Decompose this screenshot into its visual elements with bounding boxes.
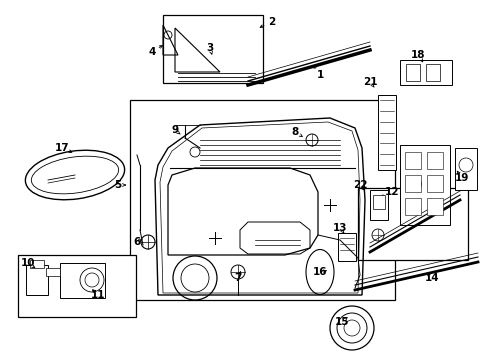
Bar (426, 152, 442, 169)
Bar (337, 233, 355, 261)
Text: 9: 9 (171, 125, 178, 135)
Text: 6: 6 (133, 237, 141, 247)
Text: 8: 8 (291, 127, 298, 137)
Bar (60, 263, 105, 298)
Text: 17: 17 (55, 143, 69, 153)
Text: 20: 20 (407, 180, 421, 190)
Bar (454, 148, 476, 190)
Text: 1: 1 (316, 70, 323, 80)
Text: 21: 21 (362, 77, 376, 87)
Bar (399, 60, 451, 85)
Bar (369, 190, 387, 220)
Bar (404, 152, 420, 169)
Text: 10: 10 (20, 258, 35, 268)
Bar (372, 195, 384, 209)
Bar (426, 198, 442, 215)
Bar (26, 265, 48, 295)
Bar (163, 15, 263, 83)
Text: 19: 19 (454, 173, 468, 183)
Text: 2: 2 (268, 17, 275, 27)
Bar (46, 268, 60, 276)
Bar (404, 198, 420, 215)
Text: 18: 18 (410, 50, 425, 60)
Text: 4: 4 (148, 47, 155, 57)
Bar (399, 145, 449, 225)
Bar (30, 260, 44, 268)
Text: 14: 14 (424, 273, 438, 283)
Text: 22: 22 (352, 180, 366, 190)
Text: 11: 11 (91, 290, 105, 300)
Bar (357, 188, 467, 260)
Bar (130, 100, 394, 300)
Text: 13: 13 (332, 223, 346, 233)
Text: 5: 5 (114, 180, 122, 190)
Bar (405, 64, 419, 81)
Text: 15: 15 (334, 317, 348, 327)
Text: 7: 7 (234, 273, 241, 283)
Bar (18, 255, 136, 317)
Bar (377, 95, 395, 170)
Bar (425, 64, 439, 81)
Bar (426, 175, 442, 192)
Text: 12: 12 (384, 187, 398, 197)
Text: 3: 3 (206, 43, 213, 53)
Text: 16: 16 (312, 267, 326, 277)
Bar (404, 175, 420, 192)
